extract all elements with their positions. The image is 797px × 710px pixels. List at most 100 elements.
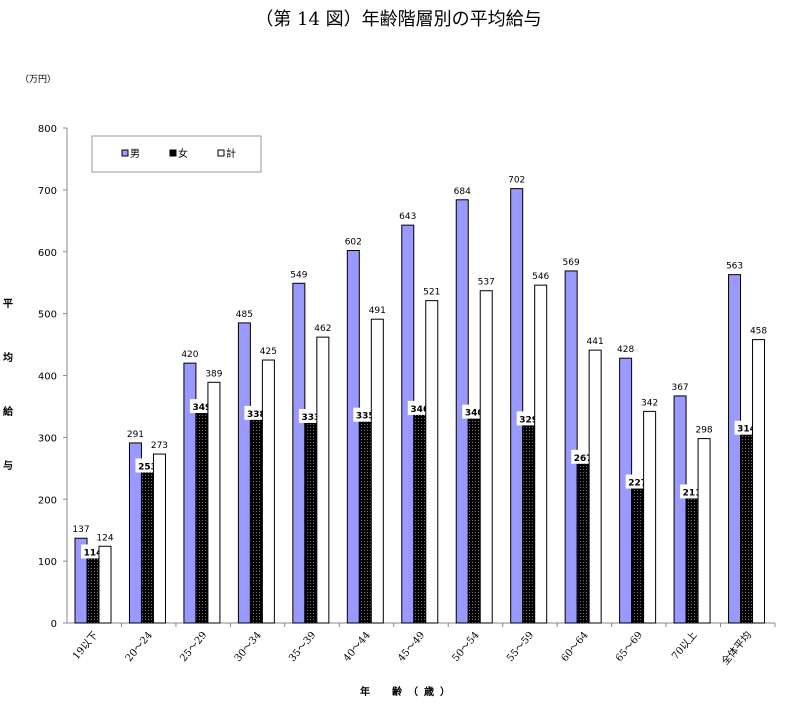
data-label: 273: [151, 441, 168, 451]
x-tick-label: 70以上: [669, 629, 699, 662]
data-label: 346: [410, 405, 429, 415]
bar-女: [86, 551, 100, 624]
chart-title: （第 14 図）年齢階層別の平均給与: [255, 9, 542, 30]
x-tick-label: 25～29: [178, 630, 209, 664]
data-label: 462: [314, 324, 331, 334]
data-label: 367: [671, 383, 688, 393]
x-tick-label: 60～64: [559, 630, 590, 664]
bar-女: [304, 416, 318, 624]
data-label: 211: [683, 488, 702, 498]
bar-男: [564, 270, 578, 624]
data-label: 485: [236, 310, 253, 320]
bar-女: [522, 418, 536, 624]
data-label: 521: [423, 288, 440, 298]
data-label: 563: [726, 262, 743, 272]
data-label: 267: [574, 454, 593, 464]
data-label: 684: [454, 187, 471, 197]
x-tick-label: 55～59: [505, 630, 536, 664]
data-label: 298: [695, 426, 712, 436]
bar-女: [685, 491, 699, 624]
bar-男: [673, 395, 687, 624]
y-axis-title: 平均給与: [3, 299, 13, 472]
data-label: 425: [260, 347, 277, 357]
data-label: 643: [399, 212, 416, 222]
legend-swatch-男: [121, 149, 129, 157]
data-label: 314: [737, 425, 756, 435]
legend-label: 女: [178, 147, 188, 160]
bar-計: [534, 284, 548, 624]
legend-label: 男: [130, 148, 140, 160]
data-label: 333: [301, 413, 320, 423]
bar-計: [370, 318, 384, 624]
x-tick-label: 40～44: [342, 630, 373, 664]
data-label: 491: [369, 306, 386, 316]
bar-女: [740, 428, 754, 624]
bar-計: [479, 290, 493, 624]
bar-計: [98, 545, 112, 624]
bar-計: [261, 359, 275, 624]
y-tick-label: 100: [38, 557, 57, 568]
bar-男: [728, 274, 742, 624]
data-label: 441: [587, 337, 604, 347]
data-label: 227: [628, 479, 647, 489]
bar-男: [292, 282, 306, 624]
y-tick-label: 700: [38, 186, 57, 197]
y-tick-label: 600: [38, 248, 57, 259]
data-label: 329: [519, 415, 538, 425]
y-tick-label: 200: [38, 495, 57, 506]
data-label: 114: [84, 548, 103, 558]
bar-計: [588, 349, 602, 624]
bar-計: [207, 381, 221, 624]
data-label: 428: [617, 345, 634, 355]
data-label: 338: [247, 410, 266, 420]
y-tick-label: 400: [38, 372, 57, 383]
data-label: 702: [508, 176, 525, 186]
y-tick-label: 500: [38, 310, 57, 321]
legend-swatch-女: [169, 149, 177, 157]
unit-label: （万円）: [20, 75, 57, 85]
x-tick-label: 35～39: [287, 630, 318, 664]
legend-label: 計: [226, 147, 236, 160]
bar-計: [752, 339, 766, 624]
bar-女: [140, 465, 154, 624]
data-label: 253: [138, 462, 157, 472]
bar-女: [576, 457, 590, 624]
x-tick-label: 45～49: [396, 630, 427, 664]
y-tick-label: 300: [38, 433, 57, 444]
data-label: 420: [181, 350, 198, 360]
data-label: 137: [72, 525, 89, 535]
data-label: 124: [96, 533, 113, 543]
data-label: 342: [641, 398, 658, 408]
bar-女: [249, 413, 263, 624]
data-label: 335: [356, 412, 375, 422]
bar-男: [619, 357, 633, 624]
data-label: 340: [465, 409, 484, 419]
bar-男: [510, 188, 524, 624]
bar-女: [631, 482, 645, 624]
x-tick-label: 19以下: [71, 630, 100, 662]
data-label: 602: [345, 238, 362, 248]
data-label: 349: [193, 403, 212, 413]
data-label: 569: [563, 258, 580, 268]
x-tick-label: 65～69: [614, 630, 645, 664]
x-tick-label: 50～54: [451, 630, 482, 664]
y-tick-label: 800: [38, 124, 57, 135]
x-tick-label: 20～24: [124, 630, 155, 664]
data-label: 537: [478, 278, 495, 288]
bar-計: [697, 438, 711, 624]
bar-男: [237, 322, 251, 624]
bar-女: [358, 415, 372, 624]
x-axis-title: 年 齢（歳）: [360, 687, 456, 698]
y-tick-label: 0: [51, 619, 57, 630]
bar-計: [316, 336, 330, 624]
x-tick-label: 全体平均: [718, 629, 754, 668]
bar-男: [401, 224, 415, 624]
bar-計: [425, 300, 439, 624]
data-label: 389: [205, 369, 222, 379]
data-label: 546: [532, 272, 549, 282]
legend-swatch-計: [217, 149, 225, 157]
data-label: 549: [290, 270, 307, 280]
data-label: 291: [127, 430, 144, 440]
